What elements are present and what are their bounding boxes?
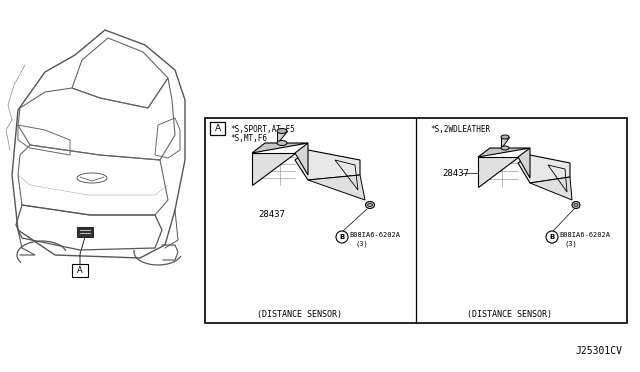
PathPatch shape (295, 143, 308, 175)
Circle shape (546, 231, 558, 243)
Ellipse shape (574, 203, 578, 206)
Text: (3): (3) (565, 241, 578, 247)
Text: J25301CV: J25301CV (575, 346, 622, 356)
PathPatch shape (252, 143, 308, 153)
Ellipse shape (277, 128, 287, 134)
Bar (210, 122, 225, 135)
PathPatch shape (308, 175, 365, 200)
Ellipse shape (501, 135, 509, 139)
Text: B08IA6-6202A: B08IA6-6202A (349, 232, 400, 238)
PathPatch shape (530, 177, 572, 200)
Bar (72, 264, 88, 277)
Text: 28437: 28437 (258, 210, 285, 219)
Text: B: B (339, 234, 344, 240)
Text: *S,2WDLEATHER: *S,2WDLEATHER (430, 125, 490, 134)
Circle shape (336, 231, 348, 243)
Ellipse shape (277, 141, 287, 145)
Text: B08IA6-6202A: B08IA6-6202A (559, 232, 610, 238)
PathPatch shape (518, 148, 530, 178)
Ellipse shape (365, 202, 374, 208)
Text: A: A (77, 266, 83, 275)
Text: (DISTANCE SENSOR): (DISTANCE SENSOR) (467, 310, 552, 319)
Bar (77, 227, 93, 237)
Text: *S,MT,F6: *S,MT,F6 (230, 134, 267, 143)
Text: (DISTANCE SENSOR): (DISTANCE SENSOR) (257, 310, 342, 319)
Text: A: A (214, 124, 221, 133)
PathPatch shape (478, 157, 518, 187)
PathPatch shape (501, 137, 509, 148)
Text: *S,SPORT,AT,F5: *S,SPORT,AT,F5 (230, 125, 295, 134)
PathPatch shape (252, 153, 295, 185)
Text: 28437: 28437 (442, 169, 469, 177)
Ellipse shape (572, 202, 580, 208)
PathPatch shape (277, 131, 287, 143)
Bar (205, 118, 627, 323)
Ellipse shape (367, 203, 372, 206)
Ellipse shape (501, 146, 509, 150)
Text: (3): (3) (356, 241, 369, 247)
Text: B: B (549, 234, 555, 240)
PathPatch shape (295, 150, 360, 180)
PathPatch shape (518, 155, 570, 183)
PathPatch shape (478, 148, 530, 157)
